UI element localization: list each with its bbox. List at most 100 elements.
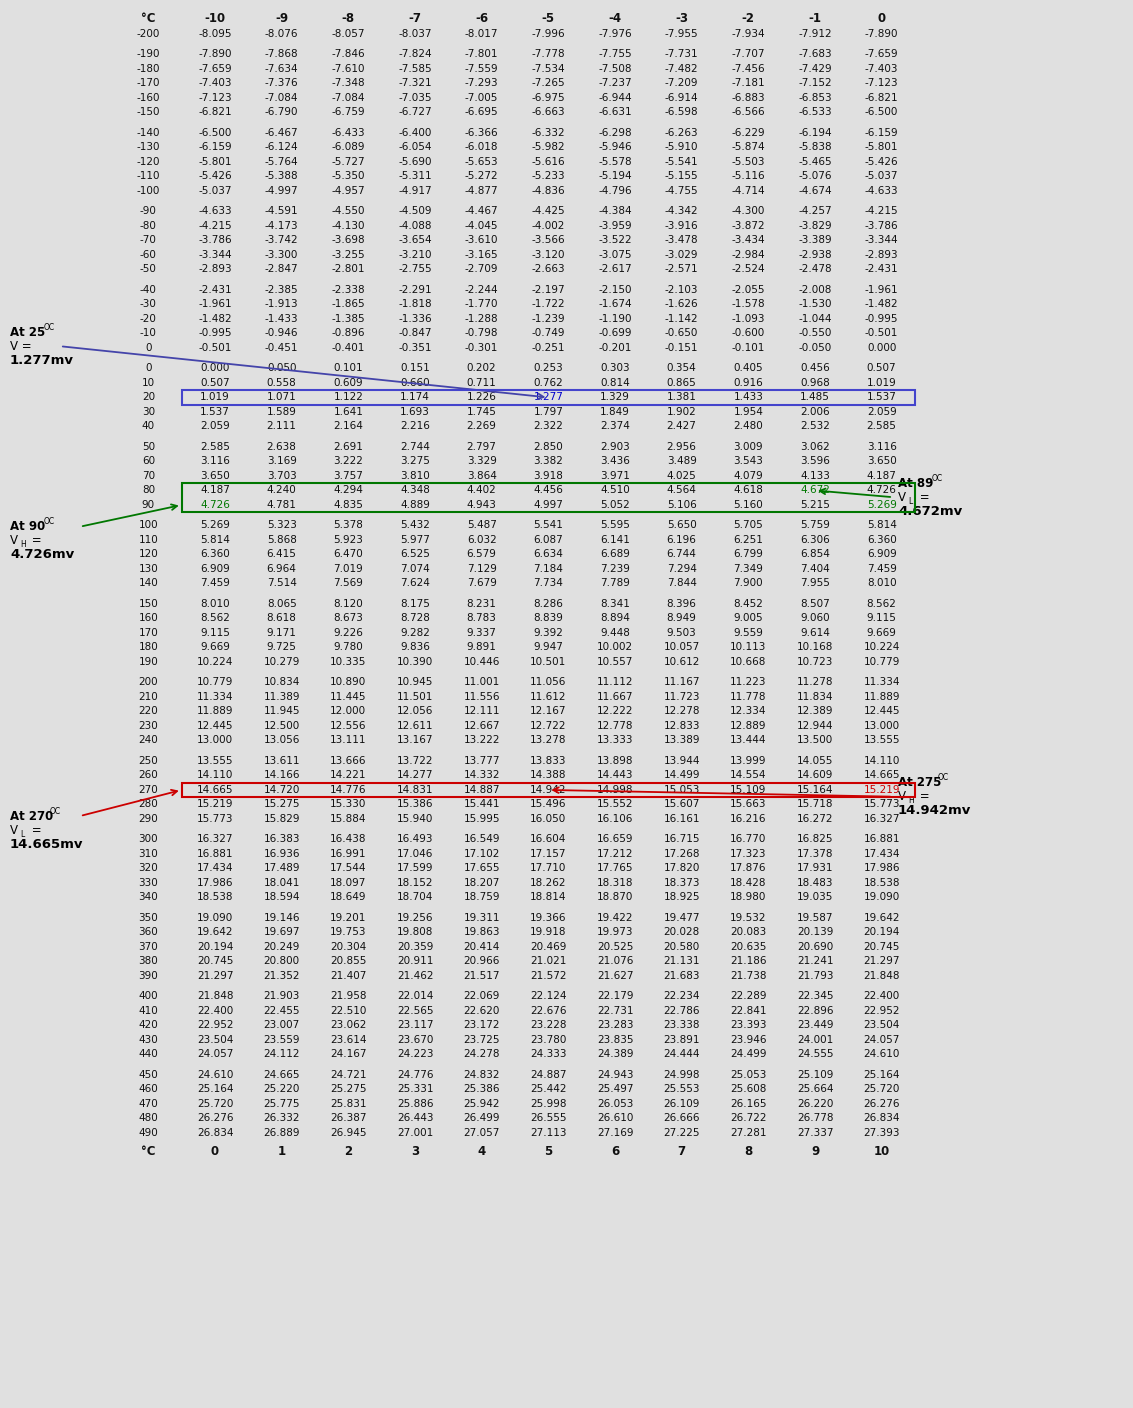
Text: 26.610: 26.610 xyxy=(597,1114,633,1124)
Text: -7.482: -7.482 xyxy=(665,63,698,75)
Text: 18.759: 18.759 xyxy=(463,893,500,903)
Text: -0.101: -0.101 xyxy=(732,344,765,353)
Text: -6.821: -6.821 xyxy=(198,107,232,117)
Text: -1.770: -1.770 xyxy=(465,300,499,310)
Text: 4.187: 4.187 xyxy=(201,486,230,496)
Text: -4.002: -4.002 xyxy=(531,221,565,231)
Text: -170: -170 xyxy=(137,79,160,89)
Text: 24.998: 24.998 xyxy=(664,1070,700,1080)
Text: 14.277: 14.277 xyxy=(397,770,433,780)
Text: -7.035: -7.035 xyxy=(399,93,432,103)
Text: 21.627: 21.627 xyxy=(597,972,633,981)
Text: 9.448: 9.448 xyxy=(600,628,630,638)
Text: -5.727: -5.727 xyxy=(332,156,365,168)
Text: 340: 340 xyxy=(138,893,159,903)
Text: -6.018: -6.018 xyxy=(465,142,499,152)
Text: 3: 3 xyxy=(411,1145,419,1159)
Text: 19.587: 19.587 xyxy=(796,912,833,924)
Text: -4.796: -4.796 xyxy=(598,186,632,196)
Text: -3.075: -3.075 xyxy=(598,251,632,260)
Text: -4.173: -4.173 xyxy=(265,221,298,231)
Text: -0.151: -0.151 xyxy=(665,344,698,353)
Text: 1.329: 1.329 xyxy=(600,393,630,403)
Text: 25.442: 25.442 xyxy=(530,1084,566,1094)
Text: -6.298: -6.298 xyxy=(598,128,632,138)
Text: 110: 110 xyxy=(138,535,159,545)
Text: -0.896: -0.896 xyxy=(332,328,365,338)
Text: 5.541: 5.541 xyxy=(534,521,563,531)
Text: 17.820: 17.820 xyxy=(664,863,700,873)
Text: -1.530: -1.530 xyxy=(799,300,832,310)
Text: -5.764: -5.764 xyxy=(265,156,298,168)
Text: -3.829: -3.829 xyxy=(798,221,832,231)
Text: 11.723: 11.723 xyxy=(664,691,700,703)
Text: 10.557: 10.557 xyxy=(597,658,633,667)
Text: 13.000: 13.000 xyxy=(863,721,900,731)
Text: -0.995: -0.995 xyxy=(864,314,898,324)
Text: 20.911: 20.911 xyxy=(397,956,433,966)
Text: 3.116: 3.116 xyxy=(867,442,896,452)
Text: -200: -200 xyxy=(137,30,160,39)
Text: 2.059: 2.059 xyxy=(867,407,896,417)
Text: 14.942mv: 14.942mv xyxy=(898,804,971,817)
Text: -0.201: -0.201 xyxy=(598,344,632,353)
Text: 10.113: 10.113 xyxy=(730,642,767,652)
Text: 7: 7 xyxy=(678,1145,685,1159)
Text: 17.157: 17.157 xyxy=(530,849,566,859)
Text: 8.728: 8.728 xyxy=(400,614,429,624)
Text: -6.159: -6.159 xyxy=(198,142,232,152)
Text: 25.720: 25.720 xyxy=(197,1100,233,1110)
Text: 0.303: 0.303 xyxy=(600,363,630,373)
Text: -6.229: -6.229 xyxy=(732,128,765,138)
Text: V: V xyxy=(898,491,906,504)
Text: 13.999: 13.999 xyxy=(730,756,767,766)
Text: At 275: At 275 xyxy=(898,776,942,790)
Text: 18.097: 18.097 xyxy=(330,879,366,888)
Text: -4.836: -4.836 xyxy=(531,186,565,196)
Text: 14.665: 14.665 xyxy=(863,770,900,780)
Text: 7.129: 7.129 xyxy=(467,565,496,574)
Text: 24.389: 24.389 xyxy=(597,1049,633,1059)
Text: =: = xyxy=(915,491,929,504)
Text: 240: 240 xyxy=(138,735,159,745)
Text: -30: -30 xyxy=(139,300,156,310)
Text: -1.239: -1.239 xyxy=(531,314,565,324)
Text: 13.555: 13.555 xyxy=(197,756,233,766)
Text: 6.634: 6.634 xyxy=(534,549,563,559)
Text: 16.604: 16.604 xyxy=(530,835,566,845)
Text: OC: OC xyxy=(50,807,61,815)
Text: 20: 20 xyxy=(142,393,155,403)
Text: 21.848: 21.848 xyxy=(197,991,233,1001)
Text: 100: 100 xyxy=(138,521,159,531)
Text: -3.120: -3.120 xyxy=(531,251,565,260)
Text: 1.226: 1.226 xyxy=(467,393,496,403)
Text: 22.014: 22.014 xyxy=(397,991,433,1001)
Text: 5.595: 5.595 xyxy=(600,521,630,531)
Text: 23.504: 23.504 xyxy=(197,1035,233,1045)
Text: -2.617: -2.617 xyxy=(598,265,632,275)
Text: 270: 270 xyxy=(138,784,159,796)
Text: 19.146: 19.146 xyxy=(263,912,300,924)
Text: 0.711: 0.711 xyxy=(467,377,496,389)
Text: -2.847: -2.847 xyxy=(265,265,298,275)
Text: 9.115: 9.115 xyxy=(201,628,230,638)
Text: 24.278: 24.278 xyxy=(463,1049,500,1059)
Text: 26.722: 26.722 xyxy=(730,1114,767,1124)
Text: 4.025: 4.025 xyxy=(667,470,697,482)
Text: 18.925: 18.925 xyxy=(664,893,700,903)
Text: 4.187: 4.187 xyxy=(867,470,896,482)
Text: 180: 180 xyxy=(138,642,159,652)
Text: 4.835: 4.835 xyxy=(333,500,364,510)
Text: 13.500: 13.500 xyxy=(796,735,833,745)
Text: -7.084: -7.084 xyxy=(332,93,365,103)
Text: 5.705: 5.705 xyxy=(733,521,764,531)
Text: -5.388: -5.388 xyxy=(265,172,298,182)
Text: -3.389: -3.389 xyxy=(798,235,832,245)
Text: 13.555: 13.555 xyxy=(863,735,900,745)
Text: 16.825: 16.825 xyxy=(796,835,833,845)
Text: -3.165: -3.165 xyxy=(465,251,499,260)
Text: 2.164: 2.164 xyxy=(333,421,364,431)
Text: 210: 210 xyxy=(138,691,159,703)
Text: 13.944: 13.944 xyxy=(664,756,700,766)
Text: 330: 330 xyxy=(138,879,159,888)
